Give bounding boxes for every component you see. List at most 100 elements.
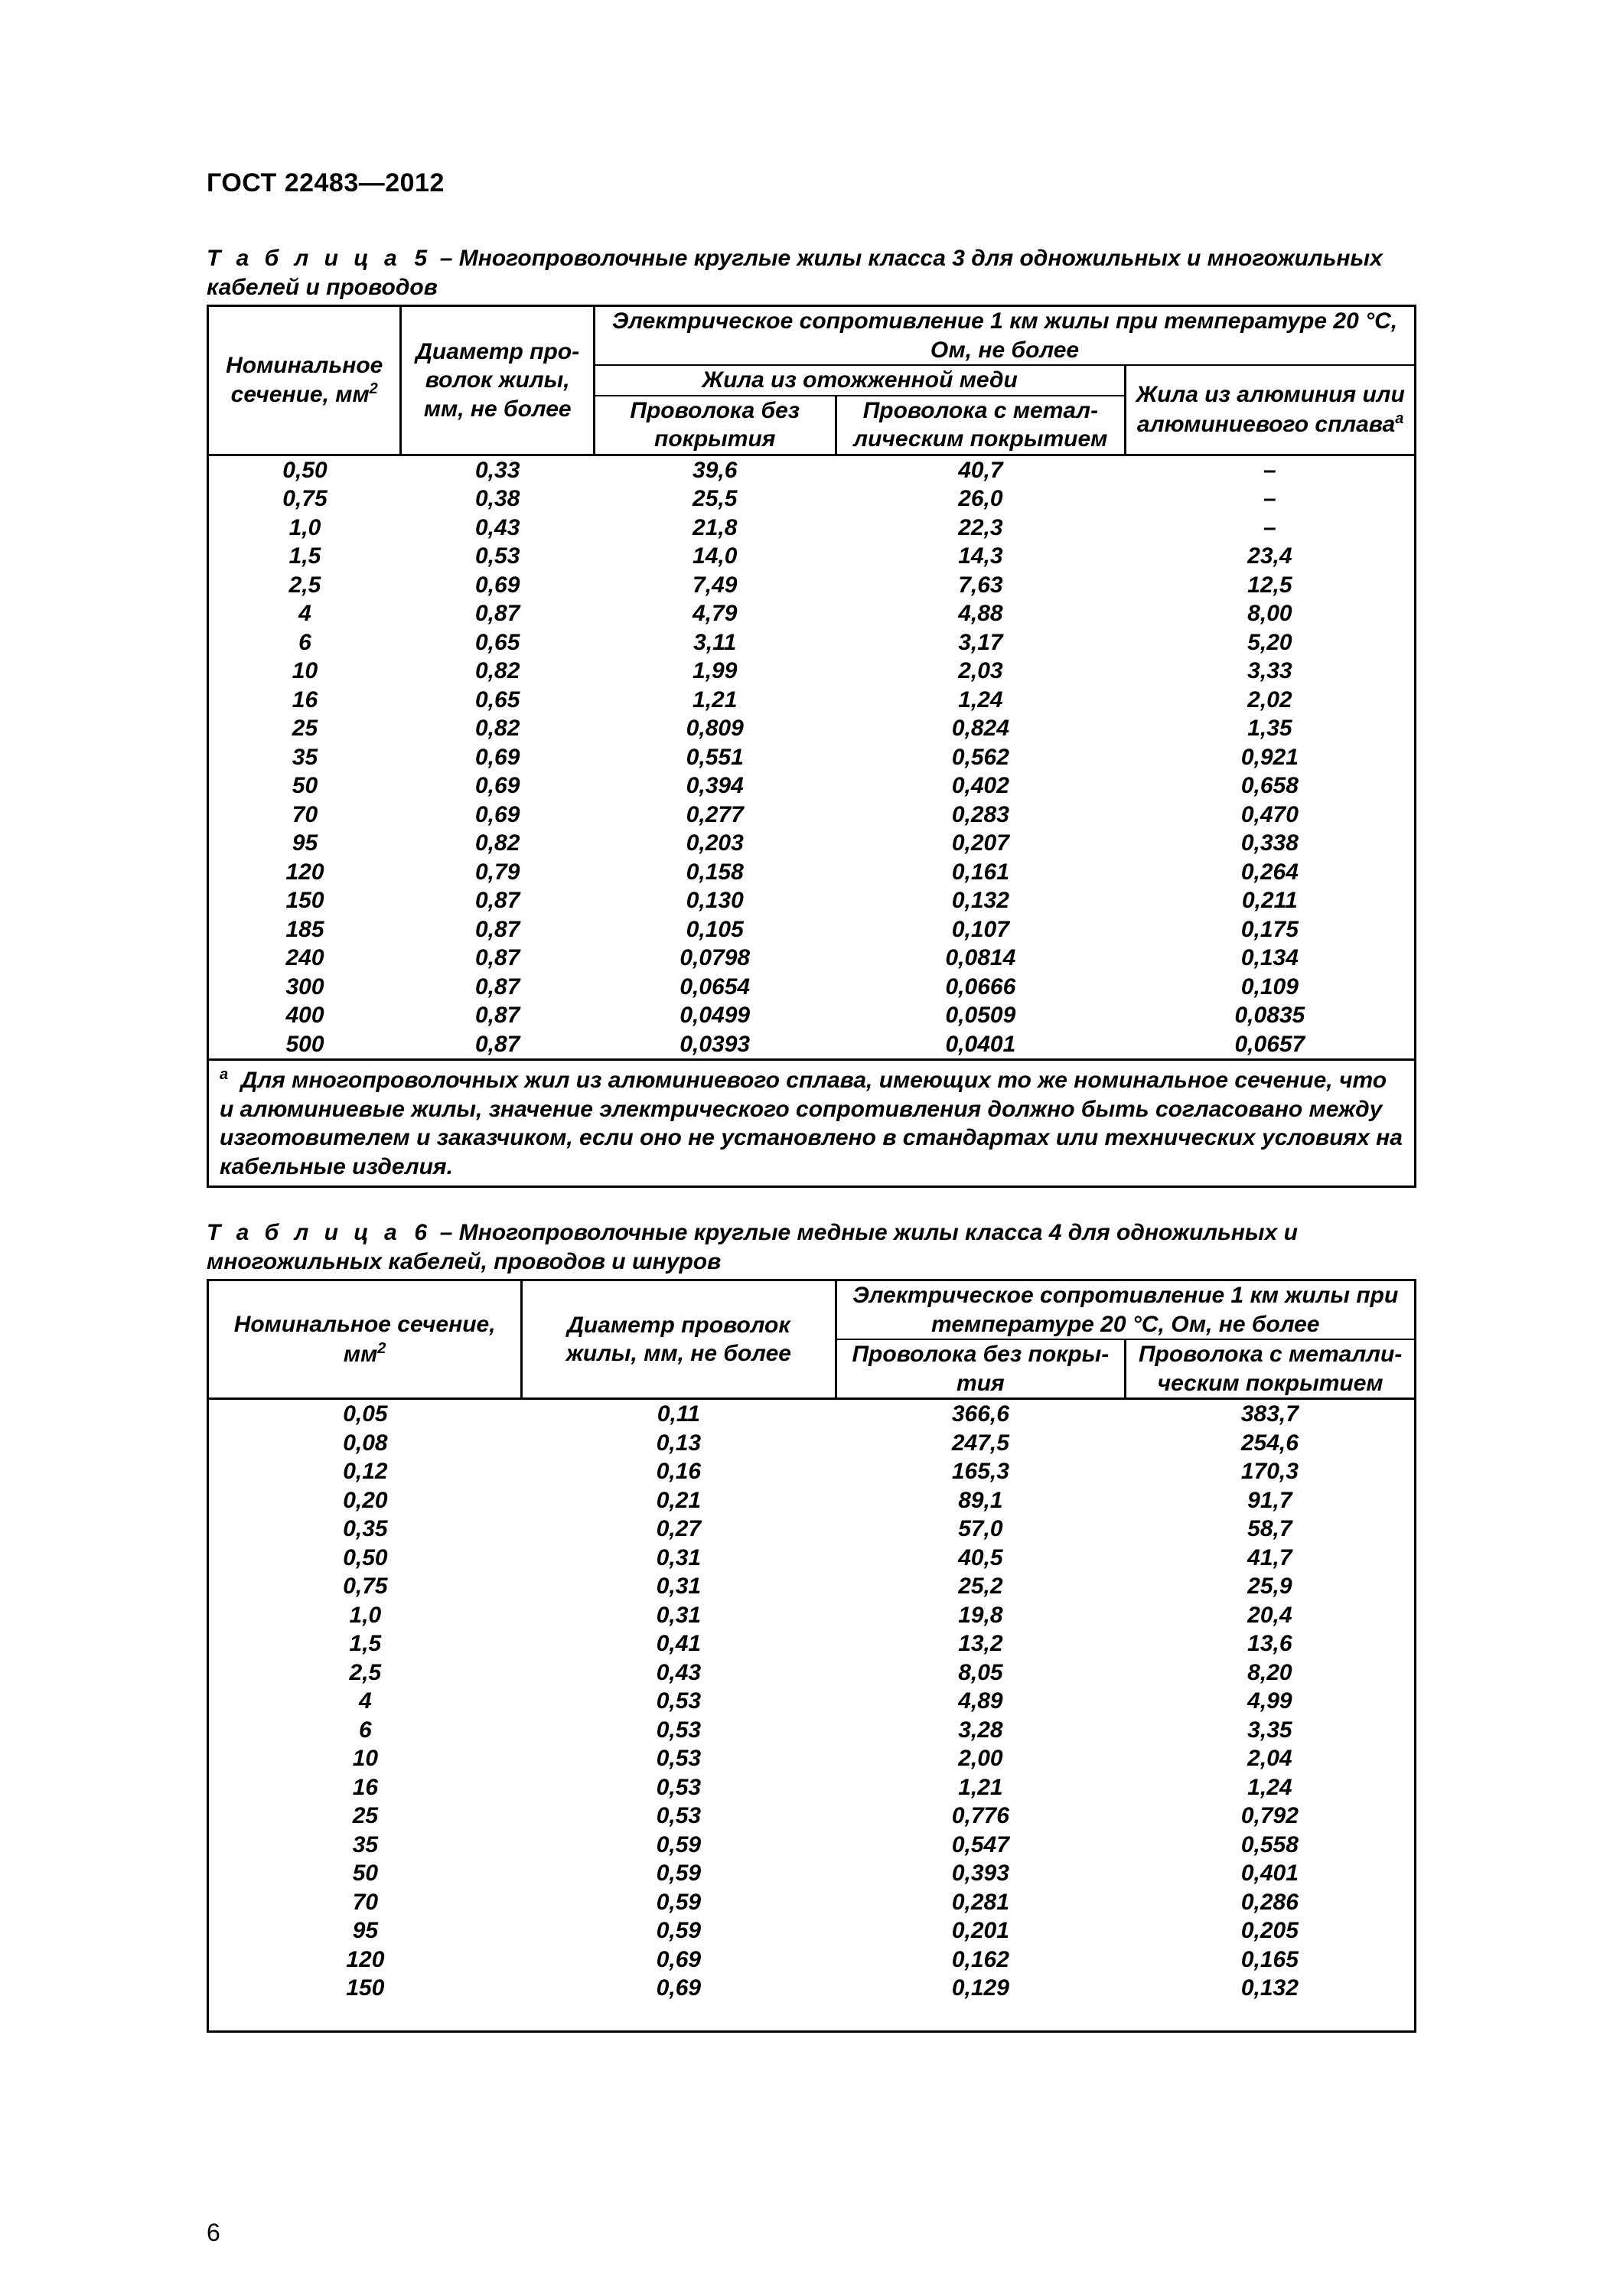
table-cell: 1,24 <box>1126 1773 1416 1802</box>
table5-footnote: a Для многопроволочных жил из алюминиево… <box>208 1060 1416 1187</box>
table-cell: 0,130 <box>594 886 836 915</box>
table-row: 700,590,2810,286 <box>208 1888 1416 1917</box>
table-cell: 0,562 <box>836 743 1126 772</box>
table-row: 1500,870,1300,1320,211 <box>208 886 1416 915</box>
table-row: 0,500,3140,541,7 <box>208 1544 1416 1573</box>
spacer <box>207 1188 1416 1218</box>
table-cell: 0,27 <box>522 1515 836 1544</box>
table-cell: 70 <box>208 1888 522 1917</box>
table-row: 0,120,16165,3170,3 <box>208 1457 1416 1486</box>
table-cell: 23,4 <box>1126 542 1416 571</box>
table-cell: 5,20 <box>1126 628 1416 657</box>
table-cell: 0,394 <box>594 771 836 801</box>
table-cell: – <box>1126 514 1416 543</box>
table-cell: 0,132 <box>1126 1974 1416 2003</box>
table-cell: 247,5 <box>836 1429 1126 1458</box>
table-cell: 0,0393 <box>594 1030 836 1060</box>
table-cell: 0,31 <box>522 1572 836 1601</box>
table-cell: 0,31 <box>522 1601 836 1630</box>
table-cell: 0,201 <box>836 1916 1126 1945</box>
table-cell: 0,35 <box>208 1515 522 1544</box>
table-cell: 1,5 <box>208 542 401 571</box>
table-cell: 0,69 <box>401 571 594 600</box>
table-cell: 0,87 <box>401 973 594 1002</box>
table-cell: 0,05 <box>208 1399 522 1429</box>
table-cell: 16 <box>208 1773 522 1802</box>
table-cell: 10 <box>208 1744 522 1773</box>
table-cell: Диаметр про-волок жилы,мм, не более <box>401 306 594 455</box>
table-cell: 0,0509 <box>836 1001 1126 1030</box>
table-cell: 0,107 <box>836 915 1126 944</box>
table-cell: 57,0 <box>836 1515 1126 1544</box>
table-cell: 0,82 <box>401 829 594 858</box>
table-cell: 3,33 <box>1126 657 1416 686</box>
table-row: 500,690,3940,4020,658 <box>208 771 1416 801</box>
table-cell: 0,87 <box>401 1001 594 1030</box>
table-cell: 35 <box>208 743 401 772</box>
table-row: 1850,870,1050,1070,175 <box>208 915 1416 944</box>
table-cell: 0,20 <box>208 1486 522 1515</box>
table-row: 40,534,894,99 <box>208 1687 1416 1716</box>
table-cell: 0,53 <box>522 1716 836 1745</box>
table-cell: 0,82 <box>401 657 594 686</box>
table-cell: 14,3 <box>836 542 1126 571</box>
table-cell: 0,824 <box>836 714 1126 743</box>
table-cell: 0,69 <box>522 1974 836 2003</box>
table-cell: 3,11 <box>594 628 836 657</box>
table-cell: Номинальное сечение,мм2 <box>208 1280 522 1399</box>
table-row: 40,874,794,888,00 <box>208 599 1416 628</box>
table-cell: 0,59 <box>522 1888 836 1917</box>
table-row: 1200,690,1620,165 <box>208 1945 1416 1975</box>
table-cell: 150 <box>208 1974 522 2003</box>
table-cell: 0,87 <box>401 599 594 628</box>
table-cell: 40,5 <box>836 1544 1126 1573</box>
table-cell: 3,35 <box>1126 1716 1416 1745</box>
table-cell: 300 <box>208 973 401 1002</box>
table-cell: 0,551 <box>594 743 836 772</box>
table-cell: 0,211 <box>1126 886 1416 915</box>
table-cell: 383,7 <box>1126 1399 1416 1429</box>
table-cell: 0,547 <box>836 1831 1126 1860</box>
table5-caption-label: Т а б л и ц а <box>207 246 402 271</box>
table-cell: 0,79 <box>401 858 594 887</box>
table-cell: 95 <box>208 829 401 858</box>
table-row: 350,590,5470,558 <box>208 1831 1416 1860</box>
table-cell: 0,50 <box>208 455 401 484</box>
table-cell: 0,69 <box>401 743 594 772</box>
table-cell: 185 <box>208 915 401 944</box>
table-cell: 0,162 <box>836 1945 1126 1975</box>
table-cell: 4,88 <box>836 599 1126 628</box>
table-cell: – <box>1126 484 1416 514</box>
table-cell: 16 <box>208 686 401 715</box>
table-cell: 10 <box>208 657 401 686</box>
table-row: 160,531,211,24 <box>208 1773 1416 1802</box>
table-cell: 0,69 <box>522 1945 836 1975</box>
table6: Номинальное сечение,мм2Диаметр проволокж… <box>207 1279 1416 2033</box>
table-row: 1,50,5314,014,323,4 <box>208 542 1416 571</box>
table-cell: Электрическое сопротивление 1 км жилы пр… <box>836 1280 1415 1340</box>
table-cell: 4 <box>208 1687 522 1716</box>
table-row: 60,533,283,35 <box>208 1716 1416 1745</box>
table-cell: 0,53 <box>522 1802 836 1831</box>
table-cell: 0,38 <box>401 484 594 514</box>
table-cell: 0,87 <box>401 915 594 944</box>
table-cell: Диаметр проволокжилы, мм, не более <box>522 1280 836 1399</box>
table-cell: 0,0814 <box>836 944 1126 973</box>
table-cell: 91,7 <box>1126 1486 1416 1515</box>
table-cell: Проволока без покры-тия <box>836 1339 1126 1399</box>
table-cell: Проволока с металли-ческим покрытием <box>1126 1339 1416 1399</box>
table6-caption-number: 6 <box>414 1220 427 1245</box>
table-cell: 0,21 <box>522 1486 836 1515</box>
table-cell: 1,5 <box>208 1629 522 1658</box>
table-cell: 150 <box>208 886 401 915</box>
table-cell: 0,0798 <box>594 944 836 973</box>
table-cell: 0,69 <box>401 801 594 830</box>
table-row: 5000,870,03930,04010,0657 <box>208 1030 1416 1060</box>
table-cell: 0,0499 <box>594 1001 836 1030</box>
table-cell: 0,402 <box>836 771 1126 801</box>
table-cell: 0,109 <box>1126 973 1416 1002</box>
table-cell: 0,158 <box>594 858 836 887</box>
table-cell: 400 <box>208 1001 401 1030</box>
table-cell: 0,809 <box>594 714 836 743</box>
table-cell: 0,69 <box>401 771 594 801</box>
